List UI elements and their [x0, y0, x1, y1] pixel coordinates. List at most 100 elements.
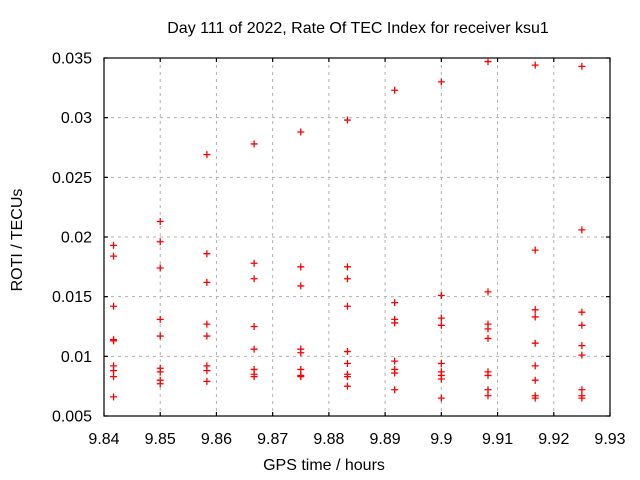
data-point: [110, 373, 118, 381]
data-point: [250, 259, 258, 267]
data-point: [156, 264, 164, 272]
data-point: [250, 373, 258, 381]
data-point: [578, 351, 586, 359]
y-tick-label: 0.03: [61, 110, 92, 127]
gridlines: [104, 58, 610, 416]
data-point: [484, 325, 492, 333]
data-point: [578, 226, 586, 234]
data-point: [578, 342, 586, 350]
data-point: [531, 306, 539, 314]
data-points: [110, 58, 586, 402]
data-point: [391, 299, 399, 307]
data-point: [437, 394, 445, 402]
y-tick-label: 0.01: [61, 349, 92, 366]
data-point: [110, 367, 118, 375]
data-point: [391, 386, 399, 394]
y-tick-label: 0.005: [52, 409, 92, 426]
data-point: [391, 319, 399, 327]
x-axis-label: GPS time / hours: [263, 457, 385, 474]
x-tick-label: 9.84: [88, 431, 119, 448]
data-point: [250, 323, 258, 330]
data-point: [297, 282, 305, 290]
data-point: [343, 359, 351, 367]
data-point: [343, 116, 351, 124]
data-point: [484, 58, 492, 66]
data-point: [297, 365, 305, 373]
data-point: [156, 315, 164, 323]
data-point: [437, 359, 445, 367]
y-tick-label: 0.025: [52, 170, 92, 187]
data-point: [110, 252, 118, 260]
data-point: [484, 371, 492, 379]
data-point: [297, 349, 305, 357]
x-tick-label: 9.86: [201, 431, 232, 448]
data-point: [578, 394, 586, 402]
data-point: [297, 373, 305, 381]
y-tick-label: 0.035: [52, 51, 92, 68]
data-point: [531, 394, 539, 402]
x-tick-label: 9.85: [145, 431, 176, 448]
data-point: [578, 308, 586, 316]
x-tick-label: 9.92: [538, 431, 569, 448]
x-tick-label: 9.91: [482, 431, 513, 448]
data-point: [531, 362, 539, 370]
data-point: [156, 368, 164, 376]
x-tick-label: 9.9: [430, 431, 452, 448]
data-point: [203, 332, 211, 340]
x-tick-label: 9.87: [257, 431, 288, 448]
data-point: [391, 357, 399, 365]
data-point: [110, 241, 118, 249]
data-point: [391, 86, 399, 94]
data-point: [343, 302, 351, 310]
data-point: [156, 238, 164, 246]
y-tick-label: 0.015: [52, 289, 92, 306]
chart-title: Day 111 of 2022, Rate Of TEC Index for r…: [167, 20, 549, 37]
data-point: [343, 275, 351, 283]
y-axis-label: ROTI / TECUs: [9, 189, 26, 292]
data-point: [391, 369, 399, 377]
y-tick-label: 0.02: [61, 230, 92, 247]
data-point: [578, 321, 586, 329]
data-point: [203, 151, 211, 159]
data-point: [531, 376, 539, 384]
data-point: [531, 246, 539, 254]
data-point: [437, 78, 445, 86]
data-point: [156, 380, 164, 388]
data-point: [484, 334, 492, 342]
data-point: [578, 386, 586, 394]
data-point: [110, 302, 118, 310]
x-tick-label: 9.89: [370, 431, 401, 448]
data-point: [203, 278, 211, 286]
data-point: [156, 332, 164, 340]
y-tick-labels: 0.005 0.01 0.015 0.02 0.025 0.03 0.035: [52, 51, 92, 426]
data-point: [110, 393, 118, 401]
data-point: [343, 263, 351, 271]
data-point: [437, 321, 445, 329]
data-point: [250, 140, 258, 148]
axis-ticks: [103, 57, 611, 417]
data-point: [437, 314, 445, 322]
data-point: [297, 128, 305, 136]
data-point: [156, 217, 164, 225]
x-tick-label: 9.88: [313, 431, 344, 448]
data-point: [297, 263, 305, 271]
x-tick-labels: 9.84 9.85 9.86 9.87 9.88 9.89 9.9 9.91 9.92 9.93: [88, 431, 625, 448]
data-point: [484, 386, 492, 394]
data-point: [484, 288, 492, 296]
data-point: [484, 392, 492, 400]
data-point: [343, 382, 351, 390]
data-point: [203, 320, 211, 328]
data-point: [437, 291, 445, 299]
data-point: [250, 275, 258, 283]
data-point: [203, 377, 211, 385]
data-point: [531, 339, 539, 347]
data-point: [437, 375, 445, 383]
data-point: [531, 313, 539, 321]
data-point: [110, 337, 118, 345]
data-point: [343, 373, 351, 381]
data-point: [343, 348, 351, 356]
data-point: [203, 250, 211, 258]
x-tick-label: 9.93: [594, 431, 625, 448]
